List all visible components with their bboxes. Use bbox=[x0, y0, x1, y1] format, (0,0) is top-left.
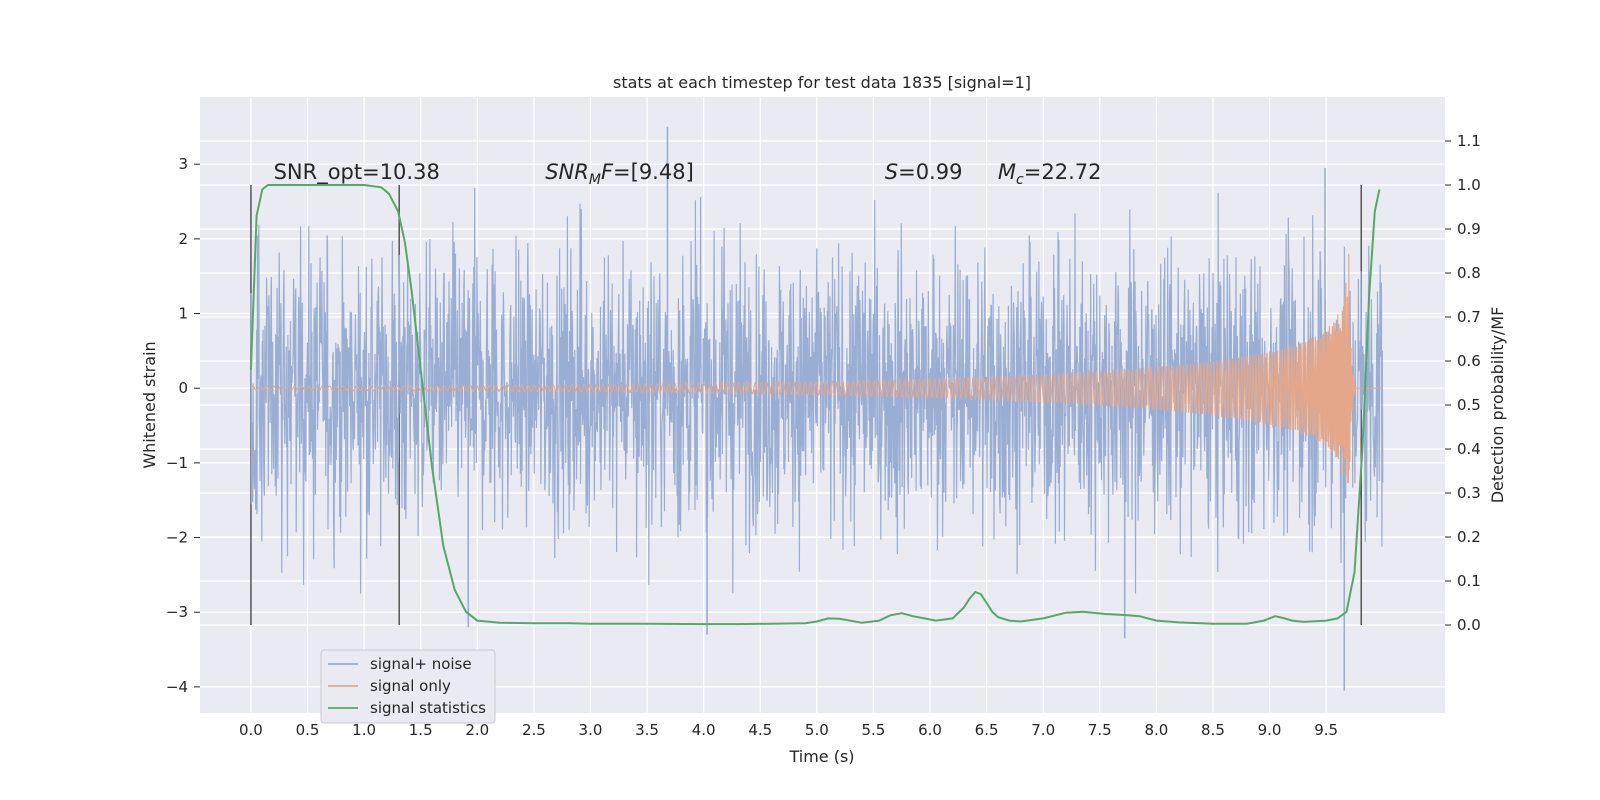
x-tick-label: 6.5 bbox=[975, 721, 999, 739]
x-axis-ticks: 0.0 0.5 1.0 1.5 2.0 2.5 3.0 3.5 4.0 4.5 5.0 5.5 6.0 6… bbox=[239, 721, 1338, 739]
y2-tick-label: 1.1 bbox=[1457, 132, 1481, 150]
annotation-s: S=0.99 bbox=[885, 160, 963, 184]
y2-tick-label: 0.5 bbox=[1457, 396, 1481, 414]
x-tick-label: 0.0 bbox=[239, 721, 263, 739]
annotations: SNR_opt=10.38 SNRMF=[9.48] S=0.99 Mc=22.72 bbox=[274, 160, 1102, 188]
y-axis-ticks: −4 −3 −2 −1 0 1 2 3 bbox=[166, 155, 200, 696]
legend-box bbox=[320, 649, 496, 724]
y2-tick-label: 0.4 bbox=[1457, 440, 1481, 458]
y2-tick-label: 0.8 bbox=[1457, 264, 1481, 282]
x-tick-label: 3.5 bbox=[635, 721, 659, 739]
x-tick-label: 9.5 bbox=[1314, 721, 1338, 739]
y-tick-label: −1 bbox=[166, 454, 188, 472]
x-tick-label: 7.0 bbox=[1031, 721, 1055, 739]
x-tick-label: 4.5 bbox=[748, 721, 772, 739]
legend-label-noise: signal+ noise bbox=[370, 655, 472, 673]
y-tick-label: −4 bbox=[166, 678, 188, 696]
x-tick-label: 0.5 bbox=[296, 721, 320, 739]
y-tick-label: −3 bbox=[166, 603, 188, 621]
y-tick-label: 2 bbox=[178, 230, 188, 248]
y2-tick-label: 0.0 bbox=[1457, 616, 1481, 634]
legend-label-stat: signal statistics bbox=[370, 699, 486, 717]
legend-label-signal: signal only bbox=[370, 677, 451, 695]
annotation-snr-opt: SNR_opt=10.38 bbox=[274, 160, 440, 185]
y-tick-label: 0 bbox=[178, 379, 188, 397]
y2-tick-label: 0.6 bbox=[1457, 352, 1481, 370]
x-tick-label: 2.5 bbox=[522, 721, 546, 739]
y2-tick-label: 0.9 bbox=[1457, 220, 1481, 238]
stat-trace bbox=[249, 184, 1381, 626]
y2-axis-label: Detection probability/MF bbox=[1488, 307, 1507, 504]
signal-trace bbox=[250, 253, 1383, 483]
y2-tick-label: 0.3 bbox=[1457, 484, 1481, 502]
x-tick-label: 5.0 bbox=[805, 721, 829, 739]
y2-axis-ticks: 0.0 0.1 0.2 0.3 0.4 0.5 0.6 0.7 0.8 0.9 1.0 1.1 bbox=[1445, 132, 1481, 634]
x-tick-label: 8.5 bbox=[1201, 721, 1225, 739]
y2-tick-label: 0.2 bbox=[1457, 528, 1481, 546]
annotation-snr-mf: SNRMF=[9.48] bbox=[545, 160, 694, 188]
series-signal-only bbox=[250, 253, 1383, 483]
x-tick-label: 1.0 bbox=[352, 721, 376, 739]
x-tick-label: 6.0 bbox=[918, 721, 942, 739]
x-tick-label: 4.0 bbox=[692, 721, 716, 739]
series-signal-statistics bbox=[249, 184, 1381, 626]
chart-title: stats at each timestep for test data 183… bbox=[613, 73, 1031, 92]
annotation-mc: Mc=22.72 bbox=[998, 160, 1102, 188]
y2-tick-label: 0.1 bbox=[1457, 572, 1481, 590]
y2-tick-label: 0.7 bbox=[1457, 308, 1481, 326]
x-tick-label: 2.0 bbox=[465, 721, 489, 739]
x-tick-label: 9.0 bbox=[1258, 721, 1282, 739]
x-tick-label: 3.0 bbox=[579, 721, 603, 739]
x-axis-label: Time (s) bbox=[788, 747, 854, 766]
y-tick-label: −2 bbox=[166, 529, 188, 547]
y-axis-label: Whitened strain bbox=[140, 341, 159, 468]
noise-trace bbox=[250, 187, 1384, 594]
x-tick-label: 5.5 bbox=[862, 721, 886, 739]
y-tick-label: 1 bbox=[178, 305, 188, 323]
y2-tick-label: 1.0 bbox=[1457, 176, 1481, 194]
y-tick-label: 3 bbox=[178, 155, 188, 173]
x-tick-label: 1.5 bbox=[409, 721, 433, 739]
x-tick-label: 8.0 bbox=[1144, 721, 1168, 739]
legend: signal+ noise signal only signal statist… bbox=[320, 649, 496, 724]
x-tick-label: 7.5 bbox=[1088, 721, 1112, 739]
